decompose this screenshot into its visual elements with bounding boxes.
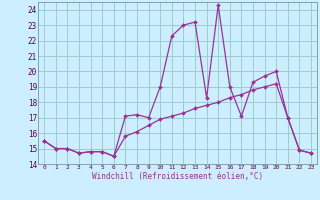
X-axis label: Windchill (Refroidissement éolien,°C): Windchill (Refroidissement éolien,°C) (92, 172, 263, 181)
